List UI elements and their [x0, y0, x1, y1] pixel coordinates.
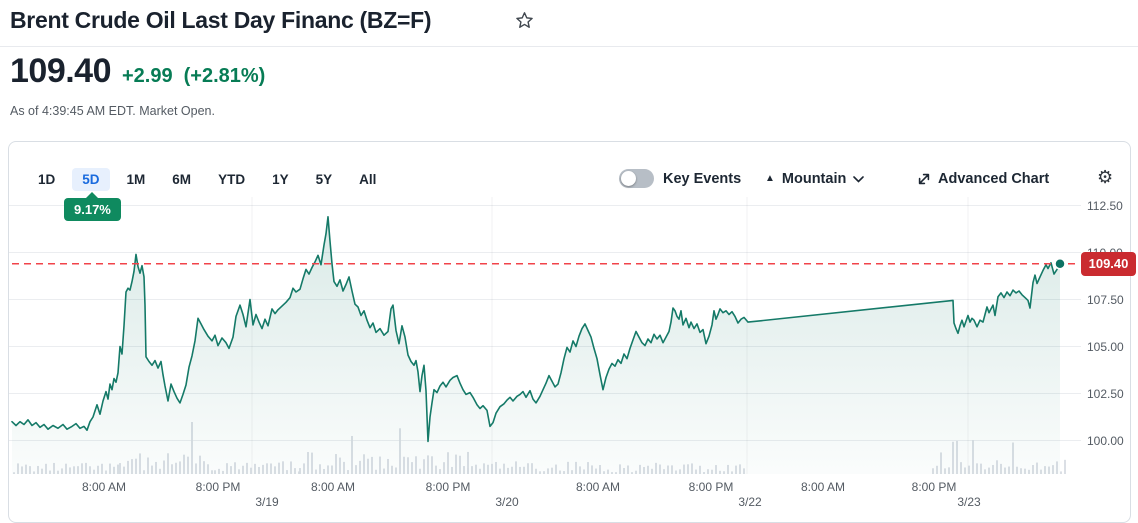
price-change-percent: (+2.81%) [183, 65, 266, 87]
y-axis-tick-label: 112.50 [1087, 198, 1123, 213]
range-tabs: 1D 5D 1M 6M YTD 1Y 5Y All [38, 167, 377, 191]
x-axis-time-label: 8:00 AM [81, 480, 127, 494]
toggle-knob [621, 171, 636, 186]
tab-5d[interactable]: 5D [72, 167, 110, 191]
gear-icon[interactable]: ⚙ [1097, 167, 1114, 187]
expand-arrows-icon [918, 173, 930, 185]
x-axis-time-label: 8:00 PM [688, 480, 734, 494]
advanced-chart-button[interactable]: Advanced Chart [917, 171, 1049, 187]
x-axis-time-label: 8:00 AM [310, 480, 356, 494]
tab-1m[interactable]: 1M [126, 171, 146, 187]
tab-5y[interactable]: 5Y [315, 171, 333, 187]
quote-summary: 109.40 +2.99 (+2.81%) [10, 52, 265, 91]
y-axis-tick-label: 105.00 [1087, 339, 1124, 354]
tab-1d[interactable]: 1D [38, 171, 56, 187]
key-events-label: Key Events [663, 171, 742, 187]
x-axis-time-label: 8:00 AM [800, 480, 846, 494]
last-price: 109.40 [10, 52, 112, 90]
price-chart[interactable] [0, 0, 1138, 510]
chart-type-dropdown[interactable]: ▲ Mountain [765, 171, 865, 187]
x-axis-time-label: 8:00 PM [425, 480, 471, 494]
chart-type-label: Mountain [781, 171, 847, 187]
tab-all[interactable]: All [359, 171, 377, 187]
key-events-toggle[interactable] [619, 169, 654, 188]
tab-1y[interactable]: 1Y [272, 171, 289, 187]
tab-ytd[interactable]: YTD [218, 171, 246, 187]
range-performance-tooltip: 9.17% [64, 192, 121, 221]
current-price-badge: 109.40 [1081, 251, 1136, 276]
page-title: Brent Crude Oil Last Day Financ (BZ=F) [10, 7, 432, 33]
chevron-down-icon [853, 175, 865, 183]
y-axis-tick-label: 102.50 [1087, 386, 1124, 401]
x-axis-time-label: 8:00 PM [195, 480, 241, 494]
as-of-timestamp: As of 4:39:45 AM EDT. Market Open. [10, 104, 215, 118]
x-axis-time-label: 8:00 PM [911, 480, 957, 494]
price-change: +2.99 [122, 65, 173, 87]
y-axis-tick-label: 107.50 [1087, 292, 1124, 307]
mountain-icon: ▲ [765, 173, 775, 184]
x-axis-date-label: 3/19 [255, 495, 279, 509]
x-axis-time-label: 8:00 AM [575, 480, 621, 494]
x-axis-date-label: 3/20 [495, 495, 519, 509]
last-price-dot [1054, 258, 1066, 270]
advanced-chart-label: Advanced Chart [938, 171, 1050, 187]
tab-6m[interactable]: 6M [172, 171, 192, 187]
price-line [11, 216, 1061, 443]
header-divider [0, 46, 1138, 47]
y-axis-tick-label: 100.00 [1087, 433, 1124, 448]
x-axis-date-label: 3/22 [738, 495, 762, 509]
mountain-area [12, 216, 1060, 475]
watchlist-star-icon[interactable] [514, 10, 535, 31]
x-axis-date-label: 3/23 [957, 495, 981, 509]
